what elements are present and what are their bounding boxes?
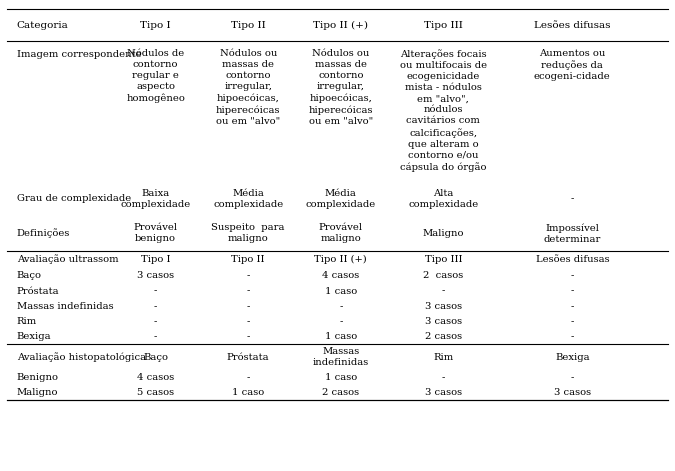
Text: Tipo II: Tipo II (231, 21, 265, 30)
Text: -: - (441, 373, 445, 382)
Text: 4 casos: 4 casos (137, 373, 174, 382)
Text: Bexiga: Bexiga (555, 353, 590, 362)
Text: Massas
indefinidas: Massas indefinidas (313, 347, 369, 367)
Text: 1 caso: 1 caso (325, 287, 357, 296)
Text: 3 casos: 3 casos (425, 388, 462, 397)
Text: 3 casos: 3 casos (425, 317, 462, 326)
Text: Tipo III: Tipo III (424, 21, 463, 30)
Text: Tipo II (+): Tipo II (+) (315, 255, 367, 264)
Text: 1 caso: 1 caso (232, 388, 265, 397)
Text: -: - (570, 333, 574, 341)
Text: Massas indefinidas: Massas indefinidas (17, 302, 113, 311)
Text: Tipo II: Tipo II (232, 255, 265, 264)
Text: -: - (246, 373, 250, 382)
Text: 3 casos: 3 casos (137, 271, 174, 280)
Text: Avaliação ultrassom: Avaliação ultrassom (17, 255, 118, 264)
Text: 3 casos: 3 casos (554, 388, 591, 397)
Text: -: - (570, 317, 574, 326)
Text: -: - (339, 302, 342, 311)
Text: Tipo I: Tipo I (140, 21, 171, 30)
Text: -: - (246, 287, 250, 296)
Text: 2  casos: 2 casos (423, 271, 464, 280)
Text: Alterações focais
ou multifocais de
ecogenicidade
mista - nódulos
em "alvo",
nód: Alterações focais ou multifocais de ecog… (400, 49, 487, 172)
Text: Lesões difusas: Lesões difusas (534, 21, 611, 30)
Text: 1 caso: 1 caso (325, 373, 357, 382)
Text: -: - (570, 195, 574, 203)
Text: 2 casos: 2 casos (425, 333, 462, 341)
Text: Tipo II (+): Tipo II (+) (313, 20, 369, 30)
Text: -: - (570, 373, 574, 382)
Text: Próstata: Próstata (227, 353, 269, 362)
Text: Definições: Definições (17, 228, 70, 238)
Text: -: - (154, 287, 157, 296)
Text: 2 casos: 2 casos (322, 388, 359, 397)
Text: Média
complexidade: Média complexidade (306, 189, 376, 209)
Text: -: - (570, 287, 574, 296)
Text: Categoria: Categoria (17, 21, 68, 30)
Text: Nódulos ou
massas de
contorno
irregular,
hipoecóicas,
hiperecóicas
ou em "alvo": Nódulos ou massas de contorno irregular,… (216, 49, 280, 126)
Text: Nódulos de
contorno
regular e
aspecto
homogêneo: Nódulos de contorno regular e aspecto ho… (126, 49, 185, 103)
Text: Provável
maligno: Provável maligno (319, 223, 362, 244)
Text: Média
complexidade: Média complexidade (213, 189, 284, 209)
Text: Lesões difusas: Lesões difusas (535, 255, 609, 264)
Text: Tipo I: Tipo I (141, 255, 170, 264)
Text: Baço: Baço (143, 353, 168, 362)
Text: Aumentos ou
reduções da
ecogeni-cidade: Aumentos ou reduções da ecogeni-cidade (534, 49, 611, 81)
Text: 4 casos: 4 casos (322, 271, 359, 280)
Text: Benigno: Benigno (17, 373, 59, 382)
Text: Impossível
determinar: Impossível determinar (543, 223, 601, 244)
Text: -: - (246, 333, 250, 341)
Text: Avaliação histopatológica: Avaliação histopatológica (17, 352, 146, 362)
Text: Nódulos ou
massas de
contorno
irregular,
hipoecóicas,
hiperecóicas
ou em "alvo": Nódulos ou massas de contorno irregular,… (308, 49, 373, 126)
Text: Baço: Baço (17, 271, 42, 280)
Text: Baixa
complexidade: Baixa complexidade (120, 189, 191, 209)
Text: -: - (570, 271, 574, 280)
Text: -: - (339, 317, 342, 326)
Text: Tipo III: Tipo III (425, 255, 462, 264)
Text: -: - (441, 287, 445, 296)
Text: -: - (246, 271, 250, 280)
Text: Imagem correspondente: Imagem correspondente (17, 50, 141, 59)
Text: Rim: Rim (17, 317, 37, 326)
Text: Rim: Rim (433, 353, 454, 362)
Text: Provável
benigno: Provável benigno (134, 223, 178, 244)
Text: 3 casos: 3 casos (425, 302, 462, 311)
Text: 5 casos: 5 casos (137, 388, 174, 397)
Text: -: - (570, 302, 574, 311)
Text: Maligno: Maligno (423, 229, 464, 238)
Text: Maligno: Maligno (17, 388, 58, 397)
Text: -: - (154, 302, 157, 311)
Text: 1 caso: 1 caso (325, 333, 357, 341)
Text: Bexiga: Bexiga (17, 333, 51, 341)
Text: -: - (154, 317, 157, 326)
Text: -: - (246, 302, 250, 311)
Text: -: - (154, 333, 157, 341)
Text: Alta
complexidade: Alta complexidade (408, 189, 479, 209)
Text: Grau de complexidade: Grau de complexidade (17, 195, 131, 203)
Text: Suspeito  para
maligno: Suspeito para maligno (211, 223, 285, 244)
Text: -: - (246, 317, 250, 326)
Text: Próstata: Próstata (17, 287, 59, 296)
